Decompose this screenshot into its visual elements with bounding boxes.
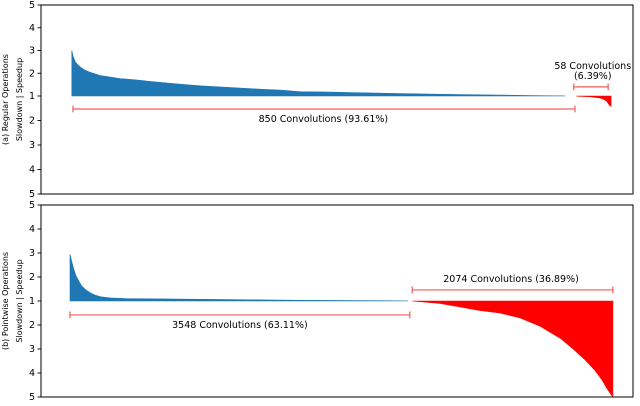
annotation-label: 58 Convolutions	[554, 61, 631, 72]
y-tick-label: 3	[29, 140, 35, 151]
annotation-label: 2074 Convolutions (36.89%)	[443, 274, 579, 285]
speedup-area	[69, 254, 409, 302]
annotation-span	[69, 311, 411, 319]
y-tick-label: 2	[29, 68, 35, 79]
y-tick-label: 1	[29, 91, 35, 102]
y-tick-label: 4	[29, 224, 35, 235]
ylabel-inner: Slowdown | Speedup	[15, 58, 24, 141]
annotation-label: 850 Convolutions (93.61%)	[259, 114, 389, 125]
y-tick-label: 3	[29, 344, 35, 355]
y-tick-label: 1	[29, 296, 35, 307]
annotation-span	[411, 286, 614, 294]
y-tick-label: 2	[29, 320, 35, 331]
ylabel-outer: (b) Pointwise Operations	[1, 252, 10, 350]
y-tick-label: 5	[29, 200, 35, 211]
annotation-label: 3548 Convolutions (63.11%)	[172, 320, 308, 331]
y-tick-label: 5	[29, 392, 35, 402]
y-tick-label: 4	[29, 23, 35, 34]
y-tick-label: 5	[29, 0, 35, 11]
y-tick-label: 3	[29, 46, 35, 57]
annotation-label: (6.39%)	[574, 71, 612, 82]
slowdown-area	[412, 300, 614, 398]
subplot-b: 5 4 3 2 1 2 3 4 5 (b) Pointwise Operations Slowdow…	[1, 200, 634, 403]
y-tick-label: 2	[29, 116, 35, 127]
slowdown-area	[576, 95, 612, 107]
speedup-area	[71, 50, 566, 97]
y-tick-label: 5	[29, 189, 35, 200]
y-tick-label: 3	[29, 248, 35, 259]
subplot-a: 5 4 3 2 1 2 3 4 5 (a) Regular Operations Slowdown …	[1, 0, 634, 200]
y-tick-label: 4	[29, 165, 35, 176]
annotation-span	[72, 105, 576, 113]
y-tick-label: 2	[29, 272, 35, 283]
axis-frame	[40, 4, 634, 195]
ylabel-inner: Slowdown | Speedup	[15, 259, 24, 342]
ylabel-outer: (a) Regular Operations	[1, 54, 10, 145]
y-tick-label: 4	[29, 368, 35, 379]
annotation-span	[573, 83, 609, 91]
